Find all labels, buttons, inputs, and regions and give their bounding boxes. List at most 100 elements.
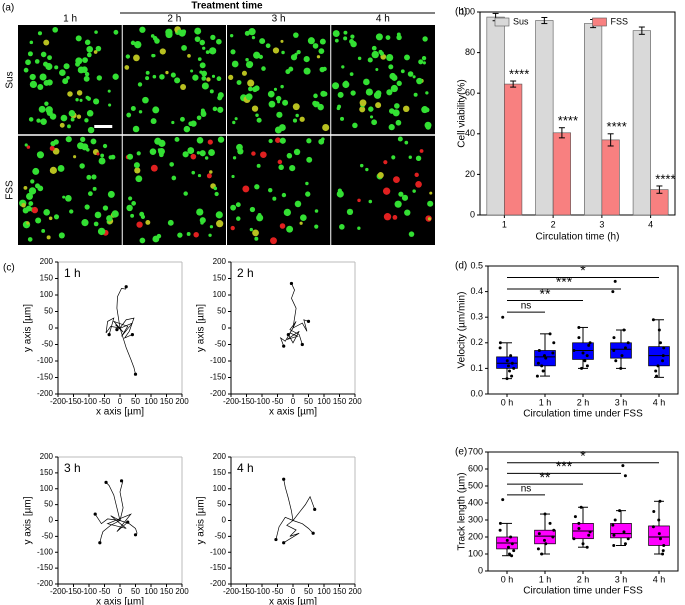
cell bbox=[165, 28, 173, 36]
cell bbox=[305, 191, 311, 197]
x-tick-label: 0 h bbox=[501, 574, 514, 584]
cell bbox=[303, 67, 311, 75]
y-tick-label: 50 bbox=[44, 500, 53, 509]
data-point bbox=[512, 549, 516, 553]
panel-label: (d) bbox=[455, 261, 467, 272]
bar bbox=[584, 23, 603, 216]
cell bbox=[180, 116, 185, 122]
y-tick-label: 0 bbox=[49, 516, 54, 525]
significance-label: *** bbox=[556, 458, 573, 474]
cell bbox=[177, 29, 182, 34]
x-tick-label: -50 bbox=[272, 397, 284, 406]
legend-label: Sus bbox=[513, 16, 529, 26]
cell bbox=[134, 167, 141, 174]
cell bbox=[29, 73, 36, 81]
cell bbox=[93, 98, 100, 105]
data-point bbox=[537, 348, 541, 352]
track bbox=[291, 283, 297, 329]
x-tick-label: -150 bbox=[65, 397, 82, 406]
cell bbox=[429, 191, 433, 195]
x-tick-label: -50 bbox=[99, 397, 111, 406]
y-tick-label: -100 bbox=[37, 547, 54, 556]
cell bbox=[37, 31, 43, 36]
cell bbox=[40, 51, 47, 58]
cell bbox=[424, 107, 430, 113]
cell bbox=[76, 90, 83, 96]
data-point bbox=[540, 364, 544, 368]
y-tick-label: 150 bbox=[40, 468, 54, 477]
x-tick-label: -100 bbox=[254, 397, 271, 406]
cell bbox=[408, 231, 415, 237]
y-tick-label: -50 bbox=[214, 531, 226, 540]
column-label: 3 h bbox=[272, 14, 286, 25]
box bbox=[648, 525, 670, 546]
cell bbox=[159, 48, 166, 55]
cell bbox=[307, 37, 315, 45]
cell bbox=[341, 65, 345, 69]
column-label: 2 h bbox=[167, 14, 181, 25]
cell bbox=[359, 106, 366, 113]
data-point bbox=[535, 374, 539, 378]
cell bbox=[281, 50, 285, 55]
cell bbox=[395, 119, 402, 126]
cell bbox=[278, 164, 284, 171]
x-tick-label: 50 bbox=[131, 397, 140, 406]
cell bbox=[181, 45, 187, 51]
cell bbox=[392, 215, 398, 220]
cell bbox=[150, 164, 158, 172]
cell bbox=[108, 103, 112, 107]
data-point bbox=[658, 499, 662, 503]
y-tick-label: 50 bbox=[217, 500, 226, 509]
x-tick-label: 150 bbox=[160, 587, 174, 596]
x-tick-label: -150 bbox=[65, 587, 82, 596]
cell bbox=[190, 120, 197, 127]
x-tick-label: -50 bbox=[272, 587, 284, 596]
cell bbox=[38, 105, 46, 113]
cell bbox=[245, 57, 249, 62]
data-point bbox=[577, 325, 581, 329]
cell bbox=[194, 27, 202, 35]
cell bbox=[174, 77, 181, 84]
cell bbox=[396, 80, 402, 86]
cell bbox=[382, 187, 391, 195]
cell bbox=[383, 160, 388, 165]
y-tick-label: -150 bbox=[210, 373, 227, 382]
data-point bbox=[548, 521, 552, 525]
cell bbox=[26, 145, 31, 149]
cell bbox=[124, 65, 130, 70]
cell bbox=[87, 191, 93, 197]
x-axis-label: x axis [µm] bbox=[269, 597, 317, 605]
y-tick-label: -150 bbox=[37, 373, 54, 382]
cell bbox=[95, 45, 102, 52]
cell bbox=[216, 38, 222, 45]
cell bbox=[59, 71, 63, 75]
cell bbox=[28, 187, 37, 195]
cell bbox=[48, 216, 53, 221]
y-tick-label: 100 bbox=[40, 290, 54, 299]
x-tick-label: 4 h bbox=[653, 574, 666, 584]
cell bbox=[230, 204, 237, 211]
cell bbox=[322, 66, 327, 72]
cell bbox=[204, 156, 209, 160]
cell bbox=[293, 32, 299, 38]
x-tick-label: 200 bbox=[348, 397, 362, 406]
cell bbox=[215, 211, 223, 219]
cell bbox=[391, 155, 396, 160]
cell bbox=[288, 66, 294, 72]
cell bbox=[34, 183, 40, 189]
x-tick-label: 1 h bbox=[539, 574, 552, 584]
cell bbox=[419, 149, 424, 153]
x-tick-label: 0 bbox=[291, 587, 296, 596]
cell bbox=[40, 118, 47, 125]
x-tick-label: 4 h bbox=[653, 397, 666, 407]
panel-label: (e) bbox=[455, 447, 467, 458]
cell bbox=[427, 217, 432, 221]
cell bbox=[211, 74, 216, 78]
data-point bbox=[551, 351, 555, 355]
cell bbox=[312, 100, 318, 107]
cell bbox=[126, 112, 132, 118]
data-point bbox=[656, 364, 660, 368]
cell bbox=[96, 152, 100, 156]
data-point bbox=[588, 341, 592, 345]
cell bbox=[209, 170, 213, 174]
